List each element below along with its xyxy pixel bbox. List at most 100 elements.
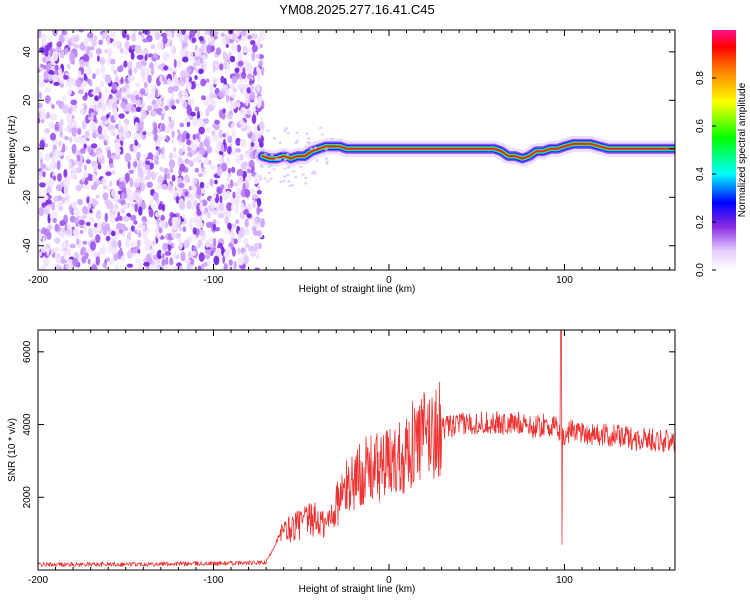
spectrogram-trace-blip — [310, 171, 314, 175]
spectrogram-noise-speck — [150, 110, 157, 117]
spectrogram-noise-speck — [68, 82, 72, 88]
spectrogram-noise-speck — [39, 194, 45, 203]
spectrogram-noise-speck — [198, 126, 205, 135]
spectrogram-noise-speck — [127, 93, 132, 99]
spectrogram-noise-speck — [106, 113, 110, 119]
snr-x-tick-label: 0 — [386, 575, 392, 586]
spectrogram-noise-speck — [47, 194, 52, 200]
spectrogram-noise-speck — [221, 36, 226, 46]
spectrogram-trace-blip — [295, 131, 299, 134]
spectrogram-noise-speck — [235, 148, 241, 153]
spectrogram-noise-speck — [138, 262, 143, 270]
spectrogram-noise-speck — [171, 174, 176, 182]
spectrogram-noise-speck — [152, 128, 158, 136]
spectrogram-noise-speck — [154, 30, 160, 33]
spectrogram-noise-speck — [161, 97, 164, 102]
spectrogram-noise-speck — [184, 158, 190, 165]
spectrogram-noise-speck — [251, 51, 256, 62]
spectrogram-noise-speck — [131, 248, 138, 254]
spectrogram-noise-speck — [60, 259, 67, 264]
spectrogram-noise-speck — [77, 198, 83, 206]
spectrogram-noise-speck — [233, 146, 237, 157]
spectrogram-noise-speck — [228, 246, 232, 255]
spectrogram-noise-speck — [235, 205, 239, 214]
spectrogram-noise-speck — [140, 182, 146, 192]
spectrogram-noise-speck — [229, 179, 234, 189]
spectrogram-noise-speck — [237, 236, 242, 243]
colorbar-tick-label: 0.0 — [695, 263, 706, 277]
spectrogram-noise-speck — [257, 95, 264, 103]
spectrogram-noise-speck — [230, 231, 235, 238]
spectrogram-noise-speck — [130, 94, 137, 104]
spectrogram-noise-speck — [235, 30, 240, 38]
spectrogram-noise-speck — [196, 117, 204, 127]
spectrogram-y-label: Frequency (Hz) — [7, 116, 18, 185]
spectrogram-noise-speck — [146, 219, 150, 224]
spectrogram-trace-blip — [272, 168, 276, 171]
spectrogram-noise-speck — [256, 184, 261, 190]
spectrogram-noise-speck — [111, 40, 116, 47]
spectrogram-noise-speck — [182, 226, 187, 233]
spectrogram-noise-speck — [99, 57, 106, 66]
spectrogram-noise-speck — [103, 185, 107, 190]
spectrogram-x-label: Height of straight line (km) — [299, 284, 416, 295]
spectrogram-noise-speck — [169, 167, 174, 174]
spectrogram-trace-blip — [290, 184, 295, 187]
spectrogram-y-tick-label: 40 — [22, 46, 33, 58]
spectrogram-noise-speck — [116, 222, 123, 230]
spectrogram-noise-speck — [162, 35, 168, 45]
spectrogram-noise-speck — [243, 209, 250, 215]
spectrogram-noise-speck — [213, 35, 218, 40]
spectrogram-noise-speck — [254, 124, 257, 134]
spectrogram-noise-speck — [204, 96, 210, 107]
spectrogram-trace-blip — [270, 153, 274, 157]
spectrogram-trace-blip — [278, 158, 282, 161]
spectrogram-noise-speck — [213, 191, 217, 199]
spectrogram-noise-speck — [258, 121, 265, 130]
spectrogram-trace-blip — [269, 177, 273, 181]
spectrogram-noise-speck — [220, 143, 225, 153]
spectrogram-noise-speck — [148, 63, 154, 69]
spectrogram-noise-speck — [252, 230, 259, 236]
spectrogram-noise-speck — [137, 121, 144, 132]
spectrogram-noise-speck — [125, 187, 130, 192]
spectrogram-noise-speck — [77, 135, 83, 144]
spectrogram-y-tick-label: 0 — [22, 146, 33, 152]
spectrogram-noise-speck — [146, 181, 153, 188]
spectrogram-noise-speck — [252, 199, 256, 209]
spectrogram-noise-speck — [181, 42, 188, 48]
spectrogram-noise-speck — [64, 194, 71, 201]
spectrogram-noise-speck — [75, 230, 80, 240]
spectrogram-noise-speck — [132, 191, 136, 201]
spectrogram-noise-speck — [77, 89, 84, 95]
spectrogram-frame — [37, 29, 676, 271]
spectrogram-noise-speck — [227, 135, 233, 144]
spectrogram-noise-speck — [250, 250, 256, 258]
spectrogram-noise-speck — [198, 252, 205, 262]
spectrogram-noise-speck — [225, 130, 229, 140]
spectrogram-noise-speck — [156, 197, 160, 206]
spectrogram-noise-speck — [54, 123, 60, 131]
spectrogram-noise-speck — [241, 71, 247, 80]
spectrogram-noise-speck — [177, 129, 181, 134]
spectrogram-noise-speck — [251, 114, 257, 124]
spectrogram-noise-speck — [85, 66, 92, 76]
spectrogram-noise-speck — [167, 172, 171, 180]
spectrogram-noise-speck — [203, 138, 210, 147]
spectrogram-noise-speck — [245, 179, 250, 190]
spectrogram-noise-speck — [188, 237, 192, 244]
spectrogram-noise-speck — [65, 155, 70, 161]
spectrogram-noise-speck — [209, 178, 214, 186]
spectrogram-noise-speck — [138, 31, 143, 36]
spectrogram-noise-speck — [130, 225, 135, 232]
spectrogram-noise-speck — [184, 191, 189, 197]
spectrogram-noise-speck — [83, 143, 87, 149]
spectrogram-trace-blip — [275, 158, 279, 161]
spectrogram-noise-speck — [127, 74, 135, 83]
spectrogram-noise-speck — [54, 253, 59, 261]
spectrogram-noise-speck — [179, 122, 185, 128]
spectrogram-noise-speck — [111, 63, 115, 73]
spectrogram-noise-speck — [224, 183, 228, 189]
spectrogram-noise-speck — [260, 218, 265, 228]
spectrogram-trace-blip — [330, 137, 334, 140]
